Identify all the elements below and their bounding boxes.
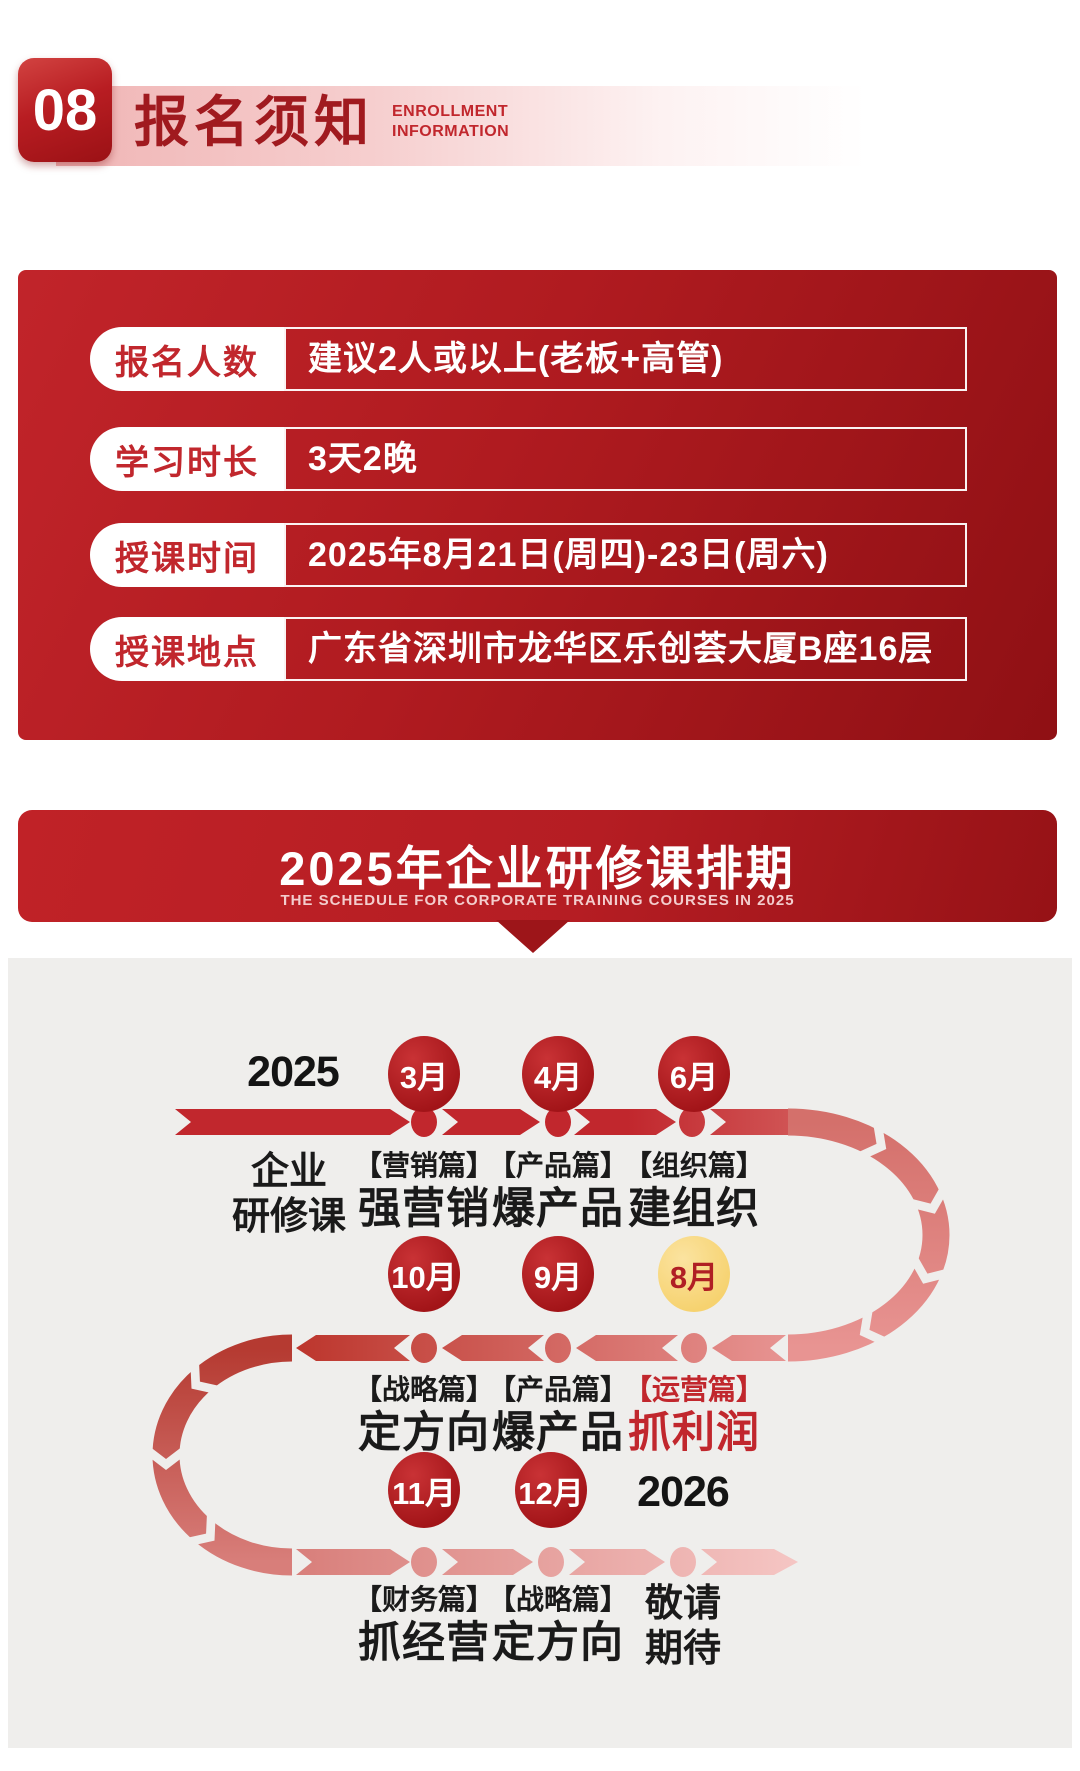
- course-name: 强营销: [358, 1185, 490, 1233]
- course-name: 抓经营: [358, 1619, 490, 1667]
- section-number-badge: 08: [18, 58, 112, 162]
- enrollment-info-card: 报名人数 建议2人或以上(老板+高管) 学习时长 3天2晚 授课时间 2025年…: [18, 270, 1057, 740]
- coming-soon-line2: 期待: [644, 1628, 721, 1670]
- info-label-time: 授课时间: [90, 523, 284, 587]
- course-name: 建组织: [628, 1185, 760, 1233]
- course-name: 爆产品: [492, 1409, 624, 1457]
- info-label-duration: 学习时长: [90, 427, 284, 491]
- info-label-attendees: 报名人数: [90, 327, 284, 391]
- month-badge-apr: 4月: [522, 1036, 594, 1112]
- course-tag: 【战略篇】: [353, 1374, 494, 1405]
- month-badge-nov: 11月: [388, 1452, 460, 1528]
- side-label-line2: 研修课: [231, 1196, 346, 1238]
- course-tag: 【产品篇】: [487, 1150, 628, 1181]
- course-name: 定方向: [358, 1409, 490, 1457]
- course-name: 定方向: [492, 1619, 624, 1667]
- down-pointer-icon: [496, 920, 570, 953]
- month-badge-mar: 3月: [388, 1036, 460, 1112]
- info-value-attendees: 建议2人或以上(老板+高管): [284, 327, 967, 391]
- course-label-mar: 【营销篇】 强营销: [306, 1148, 542, 1234]
- course-label-jun: 【组织篇】 建组织: [576, 1148, 812, 1234]
- course-tag: 【战略篇】: [487, 1584, 628, 1615]
- month-badge-aug-highlighted: 8月: [658, 1236, 730, 1312]
- info-value-duration: 3天2晚: [284, 427, 967, 491]
- month-badge-oct: 10月: [388, 1236, 460, 1312]
- year-start-label: 2025: [247, 1048, 340, 1096]
- course-tag: 【营销篇】: [353, 1150, 494, 1181]
- page-subtitle-line1: ENROLLMENT: [392, 103, 509, 120]
- course-tag: 【运营篇】: [623, 1374, 764, 1405]
- side-label-line1: 企业: [250, 1151, 327, 1193]
- course-label-dec: 【战略篇】 定方向: [440, 1582, 676, 1668]
- course-label-apr: 【产品篇】 爆产品: [440, 1148, 676, 1234]
- month-badge-dec: 12月: [515, 1452, 587, 1528]
- schedule-banner-subtitle: THE SCHEDULE FOR CORPORATE TRAINING COUR…: [280, 892, 795, 909]
- timeline-side-label: 企业 研修课: [179, 1150, 399, 1240]
- course-tag: 【产品篇】: [487, 1374, 628, 1405]
- info-value-location: 广东省深圳市龙华区乐创荟大厦B座16层: [284, 617, 967, 681]
- page-subtitle: ENROLLMENT INFORMATION: [392, 102, 509, 142]
- page-title: 报名须知: [134, 91, 375, 153]
- month-badge-sep: 9月: [522, 1236, 594, 1312]
- course-label-sep: 【产品篇】 爆产品: [440, 1372, 676, 1458]
- course-tag: 【财务篇】: [353, 1584, 494, 1615]
- course-name: 抓利润: [628, 1409, 760, 1457]
- schedule-banner-title: 2025年企业研修课排期: [279, 842, 796, 895]
- schedule-banner: 2025年企业研修课排期 THE SCHEDULE FOR CORPORATE …: [18, 810, 1057, 922]
- page-subtitle-line2: INFORMATION: [392, 123, 510, 140]
- course-name: 爆产品: [492, 1185, 624, 1233]
- year-end-label: 2026: [637, 1468, 730, 1516]
- course-tag: 【组织篇】: [623, 1150, 764, 1181]
- info-value-time: 2025年8月21日(周四)-23日(周六): [284, 523, 967, 587]
- coming-soon-label: 敬请 期待: [573, 1582, 793, 1672]
- header-gradient-bar: [56, 86, 866, 166]
- course-label-aug-highlighted: 【运营篇】 抓利润: [576, 1372, 812, 1458]
- month-badge-jun: 6月: [658, 1036, 730, 1112]
- course-label-nov: 【财务篇】 抓经营: [306, 1582, 542, 1668]
- course-label-oct: 【战略篇】 定方向: [306, 1372, 542, 1458]
- coming-soon-line1: 敬请: [644, 1583, 721, 1625]
- info-label-location: 授课地点: [90, 617, 284, 681]
